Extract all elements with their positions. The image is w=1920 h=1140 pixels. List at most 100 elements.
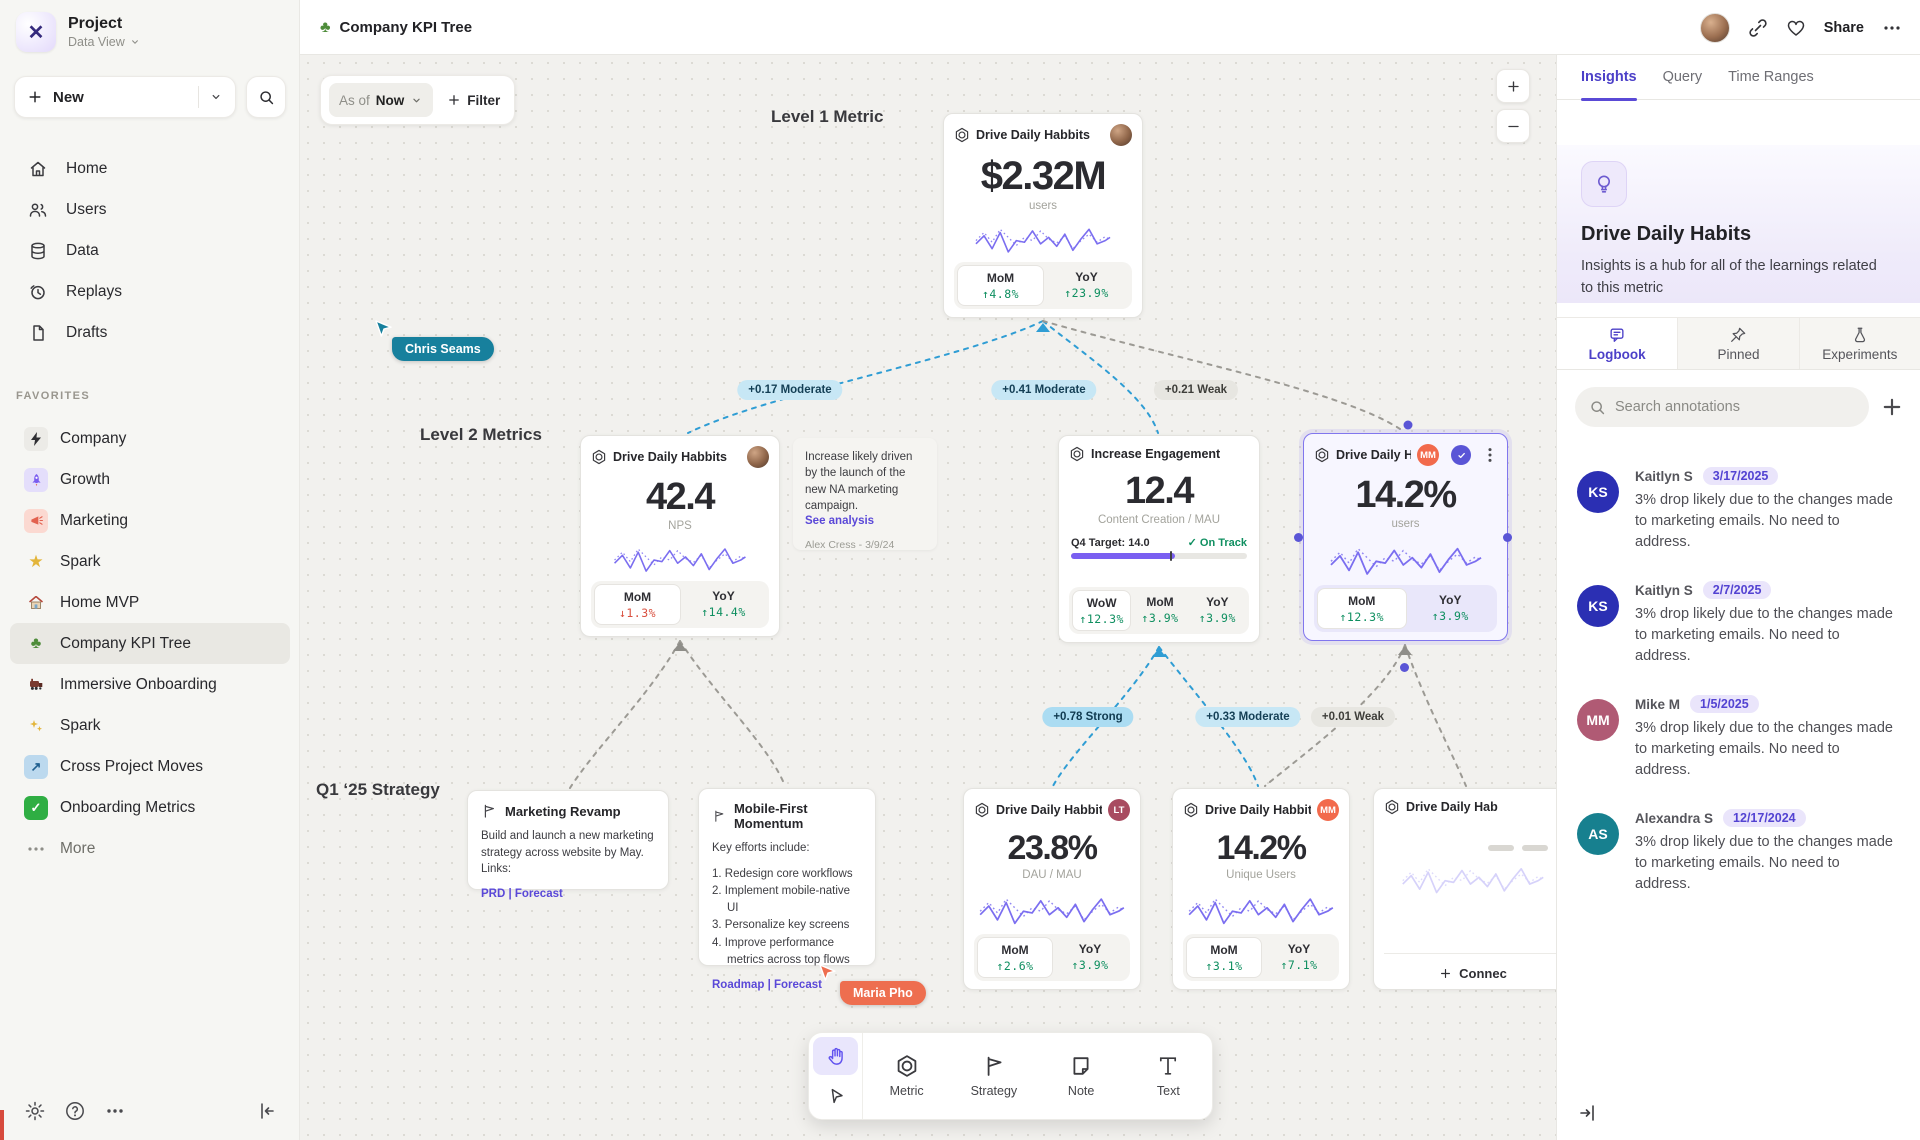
canvas-annotation-note[interactable]: Increase likely driven by the launch of … (793, 438, 937, 552)
sidebar-item-company-kpi-tree[interactable]: ♣ Company KPI Tree (10, 623, 290, 664)
search-annotations-input[interactable]: Search annotations (1575, 387, 1869, 427)
favorite-heart-icon[interactable] (1786, 18, 1806, 38)
stat-yoy[interactable]: YoY ↑14.4% (701, 589, 746, 619)
metric-card-partial[interactable]: Drive Daily Hab Connec (1373, 788, 1556, 990)
collapse-caret[interactable] (1398, 646, 1412, 655)
settings-gear-icon[interactable] (24, 1100, 46, 1122)
search-button[interactable] (246, 76, 286, 118)
sidebar-item-onboarding-metrics[interactable]: ✓ Onboarding Metrics (10, 787, 290, 828)
annotation-item[interactable]: AS Alexandra S 12/17/2024 3% drop likely… (1557, 795, 1920, 909)
workspace-logo[interactable]: ✕ (16, 12, 56, 52)
strategy-tool-button[interactable]: Strategy (950, 1033, 1037, 1119)
search-icon (1589, 399, 1606, 416)
metric-tool-button[interactable]: Metric (863, 1033, 950, 1119)
stat-mom[interactable]: MoM ↑2.6% (977, 937, 1053, 978)
user-avatar[interactable] (1699, 12, 1730, 43)
metric-card-selected[interactable]: Drive Daily Habb.. MM 14.2% users MoM↑12… (1303, 433, 1508, 641)
panel-tabs: Insights Query Time Ranges (1557, 55, 1920, 101)
stat-yoy[interactable]: YoY ↑3.9% (1431, 593, 1469, 623)
note-tool-button[interactable]: Note (1038, 1033, 1125, 1119)
sidebar-item-company[interactable]: Company (10, 418, 290, 459)
zoom-out-button[interactable] (1496, 109, 1530, 143)
tab-pinned[interactable]: Pinned (1677, 318, 1799, 369)
collapse-caret[interactable] (1036, 323, 1050, 332)
collapse-caret[interactable] (1152, 648, 1166, 657)
annotation-text: 3% drop likely due to the changes made t… (1635, 606, 1893, 665)
chevron-down-icon[interactable] (209, 90, 223, 104)
metric-card-dau-mau[interactable]: Drive Daily Habbits LT 23.8% DAU / MAU M… (963, 788, 1141, 990)
share-button[interactable]: Share (1823, 19, 1864, 36)
annotation-item[interactable]: KS Kaitlyn S 2/7/2025 3% drop likely due… (1557, 567, 1920, 681)
sidebar-item-users[interactable]: Users (0, 189, 300, 230)
help-icon[interactable] (64, 1100, 86, 1122)
metric-icon (954, 127, 970, 143)
strategy-links[interactable]: Roadmap | Forecast (712, 979, 822, 992)
metric-card-unique-users[interactable]: Drive Daily Habbits MM 14.2% Unique User… (1172, 788, 1350, 990)
strategy-card-marketing-revamp[interactable]: Marketing Revamp Build and launch a new … (467, 790, 669, 900)
collaborator-cursor-chris: Chris Seams (392, 337, 494, 361)
edge-correlation-label: +0.01 Weak (1310, 707, 1396, 727)
target-label: Q4 Target: 14.0 (1071, 536, 1150, 549)
as-of-dropdown[interactable]: As of Now (329, 83, 434, 117)
sidebar-item-more[interactable]: More (10, 828, 290, 869)
project-view-switcher[interactable]: Data View (68, 35, 141, 49)
sidebar-item-data[interactable]: Data (0, 230, 300, 271)
stat-mom[interactable]: MoM ↓1.3% (594, 584, 681, 625)
more-ellipsis-icon[interactable] (104, 1100, 126, 1122)
more-ellipsis-icon[interactable] (1882, 18, 1902, 38)
strategy-card-mobile-first[interactable]: Mobile-First Momentum Key efforts includ… (698, 788, 876, 991)
metric-card-l1[interactable]: Drive Daily Habbits $2.32M users MoM ↑4.8… (943, 113, 1143, 318)
collapse-caret[interactable] (673, 642, 687, 651)
collapse-panel-icon[interactable] (1577, 1102, 1599, 1124)
selection-handle[interactable] (1400, 663, 1409, 672)
lightbulb-icon (1581, 161, 1627, 207)
tab-query[interactable]: Query (1662, 69, 1703, 85)
note-author: Alex Cress - 3/9/24 (805, 539, 895, 552)
tab-experiments[interactable]: Experiments (1798, 318, 1920, 369)
sidebar-item-spark-2[interactable]: Spark (10, 705, 290, 746)
tab-logbook[interactable]: Logbook (1557, 318, 1678, 369)
annotation-item[interactable]: KS Kaitlyn S 3/17/2025 3% drop likely du… (1557, 453, 1920, 567)
stat-yoy[interactable]: YoY ↑3.9% (1198, 595, 1236, 625)
stat-mom[interactable]: MoM ↑3.1% (1186, 937, 1262, 978)
sidebar-item-home[interactable]: Home (0, 148, 300, 189)
hand-tool-button[interactable] (813, 1037, 858, 1075)
selection-handle[interactable] (1294, 533, 1303, 542)
kebab-menu-icon[interactable] (1483, 446, 1497, 464)
text-tool-button[interactable]: Text (1125, 1033, 1212, 1119)
stat-mom[interactable]: MoM ↑12.3% (1317, 588, 1407, 629)
sidebar-item-immersive-onboarding[interactable]: Immersive Onboarding (10, 664, 290, 705)
stat-mom[interactable]: MoM ↑4.8% (957, 265, 1044, 306)
see-analysis-link[interactable]: See analysis (805, 515, 875, 528)
connect-button[interactable]: Connec (1384, 953, 1556, 981)
collapse-sidebar-icon[interactable] (256, 1100, 278, 1122)
tab-insights[interactable]: Insights (1581, 55, 1637, 101)
stat-mom[interactable]: MoM ↑3.9% (1141, 595, 1179, 625)
strategy-links[interactable]: PRD | Forecast (481, 888, 563, 901)
metric-card-nps[interactable]: Drive Daily Habbits 42.4 NPS MoM ↓1.3% Yo… (580, 435, 780, 637)
copy-link-icon[interactable] (1748, 18, 1768, 38)
sidebar-item-drafts[interactable]: Drafts (0, 312, 300, 353)
select-tool-button[interactable] (813, 1077, 858, 1115)
sidebar-item-cross-project-moves[interactable]: ↗ Cross Project Moves (10, 746, 290, 787)
sidebar-item-marketing[interactable]: Marketing (10, 500, 290, 541)
kpi-tree-canvas[interactable]: As of Now Filter Level 1 Metric Level 2 … (300, 55, 1556, 1140)
stat-yoy[interactable]: YoY ↑7.1% (1280, 942, 1318, 972)
tab-time-ranges[interactable]: Time Ranges (1728, 69, 1814, 85)
sidebar-item-replays[interactable]: Replays (0, 271, 300, 312)
annotation-item[interactable]: MM Mike M 1/5/2025 3% drop likely due to… (1557, 681, 1920, 795)
filter-button[interactable]: Filter (447, 93, 500, 108)
stat-wow[interactable]: WoW ↑12.3% (1072, 590, 1132, 631)
sidebar-item-spark[interactable]: ★ Spark (10, 541, 290, 582)
metric-card-engagement[interactable]: Increase Engagement 12.4 Content Creatio… (1058, 435, 1260, 643)
new-button[interactable]: New (14, 76, 236, 118)
stat-yoy[interactable]: YoY ↑3.9% (1071, 942, 1109, 972)
annotation-date-badge: 2/7/2025 (1702, 581, 1772, 600)
zoom-in-button[interactable] (1496, 69, 1530, 103)
sidebar-item-growth[interactable]: Growth (10, 459, 290, 500)
favorites-heading: FAVORITES (16, 390, 91, 402)
add-annotation-button[interactable] (1880, 395, 1904, 419)
stat-yoy[interactable]: YoY ↑23.9% (1064, 270, 1109, 300)
sidebar-item-home-mvp[interactable]: Home MVP (10, 582, 290, 623)
selection-handle[interactable] (1503, 533, 1512, 542)
